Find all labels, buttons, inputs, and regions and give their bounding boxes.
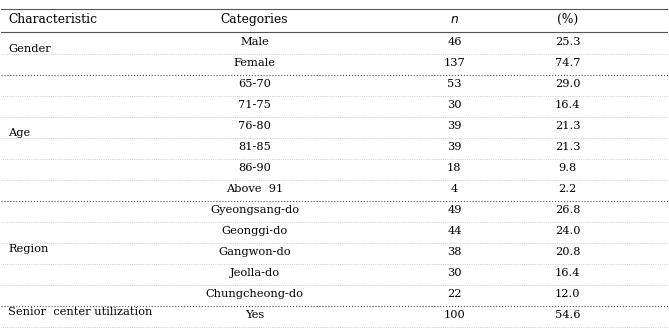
Text: 81-85: 81-85 bbox=[238, 142, 271, 152]
Text: 9.8: 9.8 bbox=[559, 163, 577, 173]
Text: Geonggi-do: Geonggi-do bbox=[221, 226, 288, 236]
Text: Categories: Categories bbox=[221, 13, 288, 26]
Text: Chungcheong-do: Chungcheong-do bbox=[205, 289, 304, 299]
Text: 38: 38 bbox=[447, 247, 462, 257]
Text: Above  91: Above 91 bbox=[226, 184, 283, 194]
Text: Jeolla-do: Jeolla-do bbox=[229, 268, 280, 278]
Text: $n$: $n$ bbox=[450, 13, 459, 26]
Text: Age: Age bbox=[8, 128, 30, 138]
Text: 100: 100 bbox=[444, 310, 466, 320]
Text: 16.4: 16.4 bbox=[555, 268, 581, 278]
Text: Senior  center utilization: Senior center utilization bbox=[8, 307, 153, 317]
Text: 16.4: 16.4 bbox=[555, 100, 581, 110]
Text: Gangwon-do: Gangwon-do bbox=[218, 247, 291, 257]
Text: 53: 53 bbox=[447, 79, 462, 89]
Text: 26.8: 26.8 bbox=[555, 205, 581, 215]
Text: 65-70: 65-70 bbox=[238, 79, 271, 89]
Text: 71-75: 71-75 bbox=[238, 100, 271, 110]
Text: 30: 30 bbox=[447, 268, 462, 278]
Text: 25.3: 25.3 bbox=[555, 37, 581, 47]
Text: 54.6: 54.6 bbox=[555, 310, 581, 320]
Text: 2.2: 2.2 bbox=[559, 184, 577, 194]
Text: Male: Male bbox=[240, 37, 269, 47]
Text: 18: 18 bbox=[447, 163, 462, 173]
Text: 137: 137 bbox=[444, 58, 466, 68]
Text: Region: Region bbox=[8, 244, 48, 254]
Text: 30: 30 bbox=[447, 100, 462, 110]
Text: 21.3: 21.3 bbox=[555, 121, 581, 131]
Text: 46: 46 bbox=[447, 37, 462, 47]
Text: 76-80: 76-80 bbox=[238, 121, 271, 131]
Text: 21.3: 21.3 bbox=[555, 142, 581, 152]
Text: 39: 39 bbox=[447, 142, 462, 152]
Text: 12.0: 12.0 bbox=[555, 289, 581, 299]
Text: 20.8: 20.8 bbox=[555, 247, 581, 257]
Text: 44: 44 bbox=[447, 226, 462, 236]
Text: Yes: Yes bbox=[245, 310, 264, 320]
Text: 74.7: 74.7 bbox=[555, 58, 581, 68]
Text: 22: 22 bbox=[447, 289, 462, 299]
Text: (%): (%) bbox=[557, 13, 578, 26]
Text: Gyeongsang-do: Gyeongsang-do bbox=[210, 205, 299, 215]
Text: 86-90: 86-90 bbox=[238, 163, 271, 173]
Text: Characteristic: Characteristic bbox=[8, 13, 97, 26]
Text: 39: 39 bbox=[447, 121, 462, 131]
Text: Female: Female bbox=[233, 58, 276, 68]
Text: 29.0: 29.0 bbox=[555, 79, 581, 89]
Text: 24.0: 24.0 bbox=[555, 226, 581, 236]
Text: 49: 49 bbox=[447, 205, 462, 215]
Text: Gender: Gender bbox=[8, 44, 51, 54]
Text: 4: 4 bbox=[451, 184, 458, 194]
